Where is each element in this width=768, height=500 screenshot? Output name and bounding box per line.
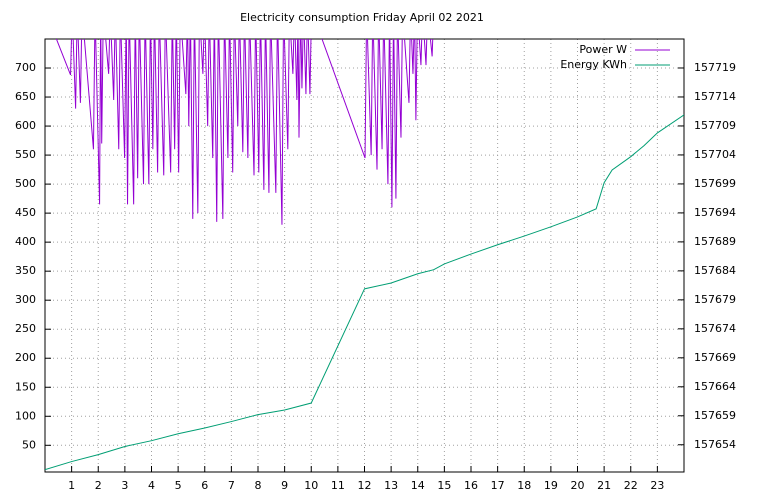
x-tick-label: 6 bbox=[201, 479, 208, 492]
y2-tick-label: 157684 bbox=[694, 264, 736, 277]
x-tick-label: 3 bbox=[121, 479, 128, 492]
y2-tick-label: 157699 bbox=[694, 177, 736, 190]
y-tick-label: 650 bbox=[15, 90, 36, 103]
chart-title: Electricity consumption Friday April 02 … bbox=[240, 11, 484, 24]
x-tick-label: 14 bbox=[411, 479, 425, 492]
y2-tick-label: 157664 bbox=[694, 380, 736, 393]
y-tick-label: 700 bbox=[15, 61, 36, 74]
y-tick-label: 50 bbox=[22, 438, 36, 451]
x-tick-label: 23 bbox=[650, 479, 664, 492]
y2-tick-label: 157674 bbox=[694, 322, 736, 335]
x-tick-label: 4 bbox=[148, 479, 155, 492]
x-tick-label: 17 bbox=[491, 479, 505, 492]
y2-tick-label: 157654 bbox=[694, 438, 736, 451]
x-tick-label: 8 bbox=[255, 479, 262, 492]
x-tick-label: 1 bbox=[68, 479, 75, 492]
x-tick-label: 19 bbox=[544, 479, 558, 492]
series-line bbox=[45, 114, 684, 471]
x-tick-label: 12 bbox=[358, 479, 372, 492]
y2-tick-label: 157694 bbox=[694, 206, 736, 219]
y-tick-label: 200 bbox=[15, 351, 36, 364]
y2-tick-label: 157679 bbox=[694, 293, 736, 306]
x-tick-label: 5 bbox=[175, 479, 182, 492]
x-tick-label: 16 bbox=[464, 479, 478, 492]
y2-tick-label: 157659 bbox=[694, 409, 736, 422]
y-tick-label: 350 bbox=[15, 264, 36, 277]
y-tick-label: 250 bbox=[15, 322, 36, 335]
x-tick-label: 13 bbox=[384, 479, 398, 492]
y2-tick-label: 157704 bbox=[694, 148, 736, 161]
plot-frame bbox=[44, 38, 685, 473]
x-tick-label: 22 bbox=[624, 479, 638, 492]
y2-tick-label: 157714 bbox=[694, 90, 736, 103]
x-tick-label: 20 bbox=[571, 479, 585, 492]
y-tick-label: 400 bbox=[15, 235, 36, 248]
x-tick-label: 18 bbox=[517, 479, 531, 492]
x-tick-label: 21 bbox=[597, 479, 611, 492]
y-tick-label: 150 bbox=[15, 380, 36, 393]
x-tick-label: 2 bbox=[95, 479, 102, 492]
y-tick-label: 100 bbox=[15, 409, 36, 422]
legend-label: Power W bbox=[579, 43, 627, 56]
x-tick-label: 15 bbox=[437, 479, 451, 492]
y-tick-label: 500 bbox=[15, 177, 36, 190]
series-line bbox=[55, 39, 434, 225]
y-tick-label: 450 bbox=[15, 206, 36, 219]
plot-area bbox=[45, 39, 684, 471]
y-tick-label: 550 bbox=[15, 148, 36, 161]
y-tick-label: 600 bbox=[15, 119, 36, 132]
y2-tick-label: 157689 bbox=[694, 235, 736, 248]
x-tick-label: 9 bbox=[281, 479, 288, 492]
x-tick-label: 10 bbox=[304, 479, 318, 492]
x-tick-label: 7 bbox=[228, 479, 235, 492]
y-tick-label: 300 bbox=[15, 293, 36, 306]
y2-tick-label: 157709 bbox=[694, 119, 736, 132]
x-tick-label: 11 bbox=[331, 479, 345, 492]
legend-label: Energy KWh bbox=[560, 58, 627, 71]
y2-tick-label: 157719 bbox=[694, 61, 736, 74]
y2-tick-label: 157669 bbox=[694, 351, 736, 364]
